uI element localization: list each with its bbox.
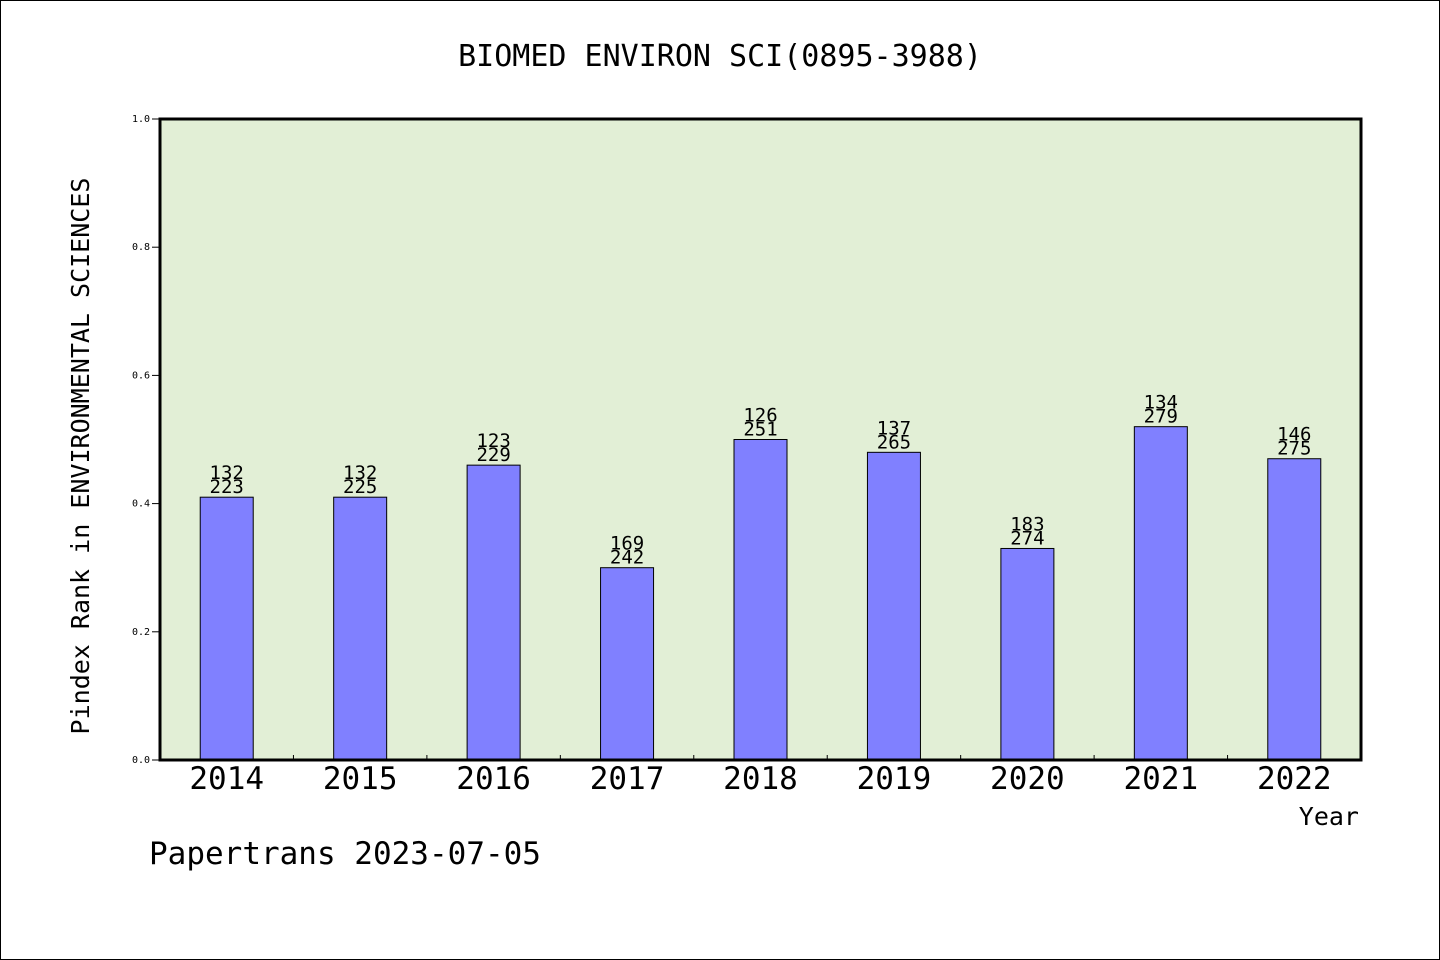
x-axis-label: Year [1299, 802, 1359, 831]
x-axis: 2014 2015 2016 2017 2018 2019 2020 2021 2022 [189, 755, 1332, 797]
bar-total-label: 242 [610, 547, 644, 569]
x-tick-label: 2022 [1257, 761, 1332, 797]
bar-rank-label: 123 [476, 430, 510, 452]
y-axis-label: Pindex Rank in ENVIRONMENTAL SCIENCES [66, 178, 95, 735]
x-tick-label: 2015 [323, 761, 398, 797]
y-tick-label: 0.2 [132, 627, 150, 638]
x-tick-label: 2014 [189, 761, 264, 797]
y-tick-label: 0.0 [132, 755, 150, 766]
bar-rank-label: 132 [210, 462, 244, 484]
bar-total-label: 225 [343, 476, 377, 498]
bar-2020 [1000, 547, 1055, 761]
bar-total-label: 223 [210, 476, 244, 498]
bar-rank-label: 134 [1144, 392, 1178, 414]
bar-rank-label: 137 [877, 417, 911, 439]
bar-rank-label: 183 [1010, 513, 1044, 535]
bar-2017 [600, 567, 655, 761]
bar-2014 [199, 496, 254, 761]
bar-rank-label: 169 [610, 533, 644, 555]
bar-2019 [866, 451, 921, 761]
bar-2016 [466, 464, 521, 761]
x-tick-label: 2017 [590, 761, 665, 797]
y-axis: 0.0 0.2 0.4 0.6 0.8 1.0 [132, 114, 160, 766]
bar-2015 [333, 496, 388, 761]
bars-group [199, 426, 1322, 761]
x-tick-label: 2021 [1124, 761, 1199, 797]
bar-rank-label: 126 [743, 405, 777, 427]
x-tick-label: 2018 [723, 761, 798, 797]
footer-credit: Papertrans 2023-07-05 [149, 836, 541, 872]
bar-2021 [1133, 426, 1188, 761]
bar-2022 [1267, 458, 1322, 761]
chart-title: BIOMED ENVIRON SCI(0895-3988) [458, 39, 982, 74]
plot-border [158, 117, 1363, 762]
bar-total-label: 251 [743, 419, 777, 441]
bar-total-label: 279 [1144, 406, 1178, 428]
y-tick-label: 0.6 [132, 370, 150, 381]
y-tick-label: 0.4 [132, 499, 150, 510]
bar-total-label: 229 [476, 444, 510, 466]
y-tick-label: 1.0 [132, 114, 150, 125]
x-tick-label: 2020 [990, 761, 1065, 797]
bar-total-label: 274 [1010, 527, 1044, 549]
bar-rank-label: 146 [1277, 424, 1311, 446]
bar-2018 [733, 439, 788, 761]
x-tick-label: 2019 [857, 761, 932, 797]
y-tick-label: 0.8 [132, 242, 150, 253]
bar-rank-label: 132 [343, 462, 377, 484]
bar-total-label: 265 [877, 431, 911, 453]
bar-total-label: 275 [1277, 438, 1311, 460]
x-tick-label: 2016 [456, 761, 531, 797]
